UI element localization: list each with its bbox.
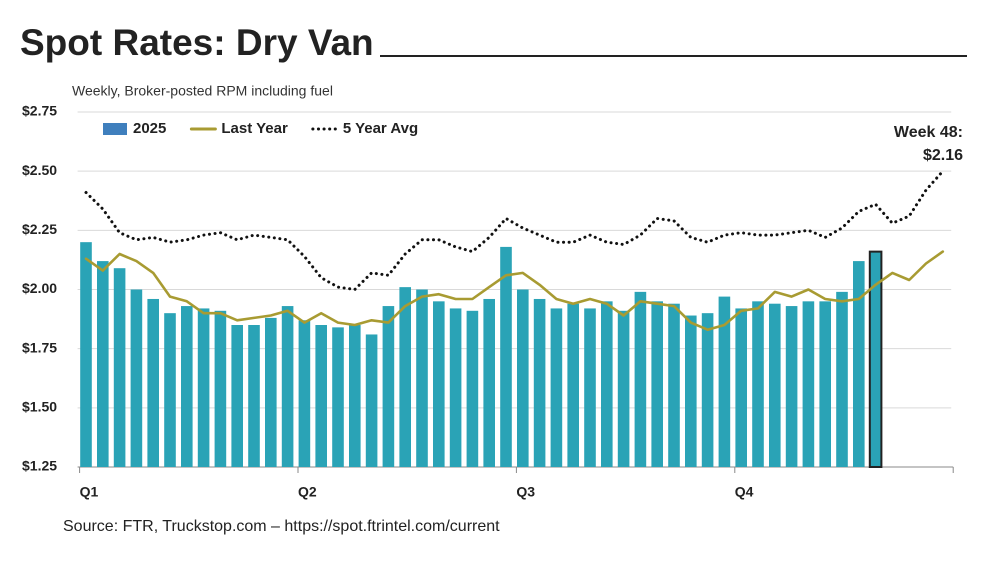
bar [281,306,294,467]
bar [433,301,445,467]
bar [802,301,815,467]
bar [567,303,579,467]
legend-label: Last Year [221,120,288,137]
y-tick-label: $1.50 [22,399,57,415]
bar [785,306,798,467]
bar [500,246,512,467]
x-tick-label: Q3 [516,484,535,500]
bar [214,310,227,467]
bar [298,320,311,467]
bar [332,327,344,467]
bar [701,313,714,467]
bar [718,296,731,467]
subtitle: Weekly, Broker-posted RPM including fuel [72,83,333,99]
legend-label: 2025 [133,120,166,137]
bar [399,287,411,467]
bar [80,242,92,467]
y-tick-label: $2.50 [22,162,57,178]
x-tick-label: Q1 [80,484,99,500]
bar [517,289,529,467]
bar [601,301,613,467]
bar [853,261,865,467]
bar [181,306,193,467]
bar [231,325,243,467]
bar [315,325,327,467]
bar [685,315,697,467]
bar [248,325,260,467]
annotation: $2.16 [923,147,963,164]
bar [130,289,143,467]
bar [668,303,680,467]
bar [533,298,546,467]
bar [97,261,109,467]
bar [819,301,831,467]
bar [752,301,764,467]
bar [147,298,159,467]
y-tick-label: $2.25 [22,221,57,237]
y-tick-label: $2.00 [22,280,57,296]
bar [365,334,378,467]
bar [113,268,126,467]
bar [868,250,883,468]
bar [836,291,848,467]
bar [617,310,630,467]
bar [466,310,479,467]
legend-swatch [103,123,127,135]
chart-title: Spot Rates: Dry Van [20,22,374,63]
bar [164,313,176,467]
y-tick-label: $1.25 [22,458,57,474]
bar [449,308,462,467]
bar [584,308,596,467]
x-tick-label: Q4 [735,484,754,500]
legend-label: 5 Year Avg [343,120,418,137]
bar [349,325,361,467]
annotation: Week 48: [894,124,963,141]
bar [197,308,210,467]
line [84,250,945,331]
bar [735,308,747,467]
dotted-line [84,169,945,291]
y-tick-label: $2.75 [22,103,57,119]
source-note: Source: FTR, Truckstop.com – https://spo… [63,518,500,535]
bar [416,289,428,467]
y-tick-label: $1.75 [22,339,57,355]
bar [550,308,563,467]
bar [634,291,647,467]
bar [265,317,277,467]
bar [382,306,395,467]
bar [651,301,663,467]
x-tick-label: Q2 [298,484,317,500]
bar [483,298,495,467]
bar [769,303,781,467]
